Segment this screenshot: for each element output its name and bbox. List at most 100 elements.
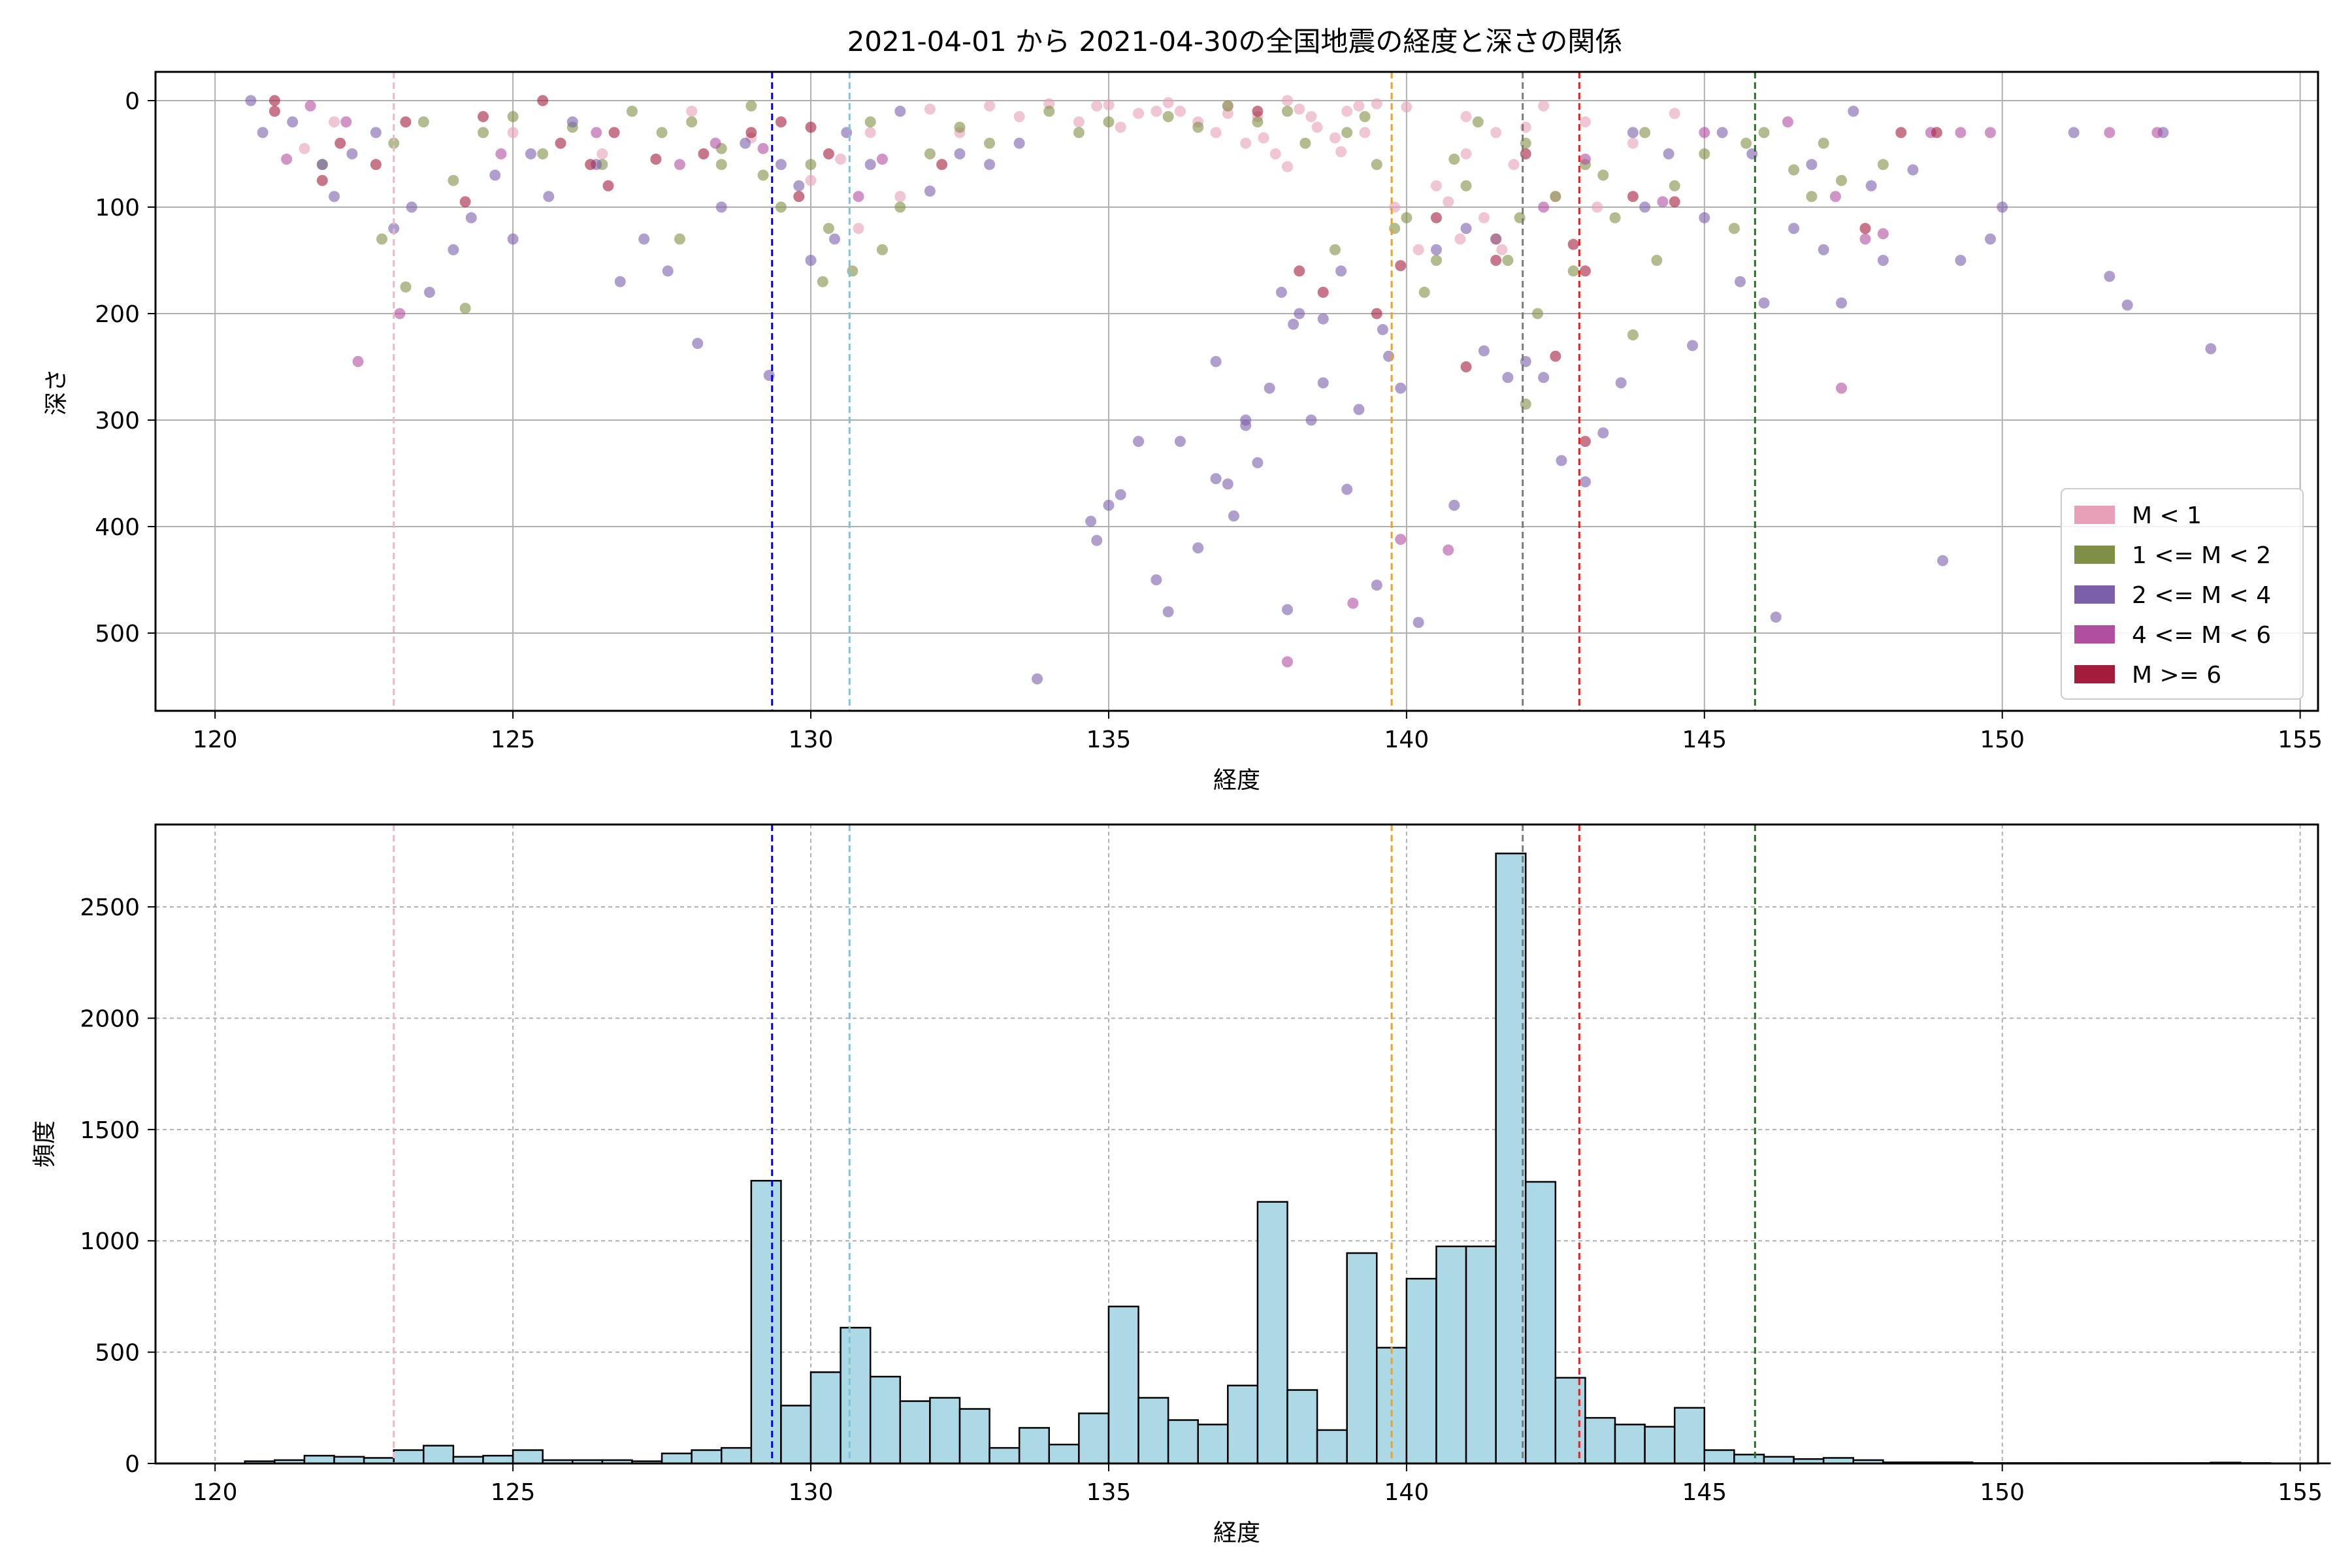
scatter-point [406, 201, 417, 213]
scatter-point [1699, 127, 1710, 139]
scatter-point [805, 159, 817, 171]
scatter-point [495, 148, 507, 160]
scatter-series-2 [245, 95, 2217, 685]
scatter-point [1538, 100, 1550, 112]
scatter-point [602, 180, 614, 191]
scatter-point [1818, 137, 1829, 149]
scatter-point [335, 137, 346, 149]
scatter-point [823, 223, 834, 235]
scatter-point [1133, 436, 1145, 448]
scatter-point [1282, 656, 1294, 668]
scatter-point [1282, 161, 1294, 172]
scatter-point [853, 223, 864, 235]
legend-swatch [2074, 585, 2115, 604]
scatter-point [1627, 329, 1639, 341]
scatter-point [984, 137, 996, 149]
histogram-bar [958, 1408, 990, 1465]
scatter-point [1448, 154, 1460, 165]
scatter-y-tick-label: 500 [95, 621, 140, 647]
scatter-point [674, 159, 685, 171]
scatter-point [1091, 534, 1103, 546]
scatter-point [1490, 127, 1502, 139]
histogram-y-tick-label: 500 [95, 1340, 140, 1367]
legend-swatch [2074, 506, 2115, 524]
scatter-point [1317, 286, 1329, 298]
histogram-bar [1703, 1449, 1735, 1465]
scatter-point [1353, 100, 1365, 112]
scatter-y-tick-label: 400 [95, 514, 140, 541]
scatter-point [465, 212, 477, 223]
scatter-point [1299, 137, 1311, 149]
histogram-bar [1435, 1245, 1467, 1465]
histogram-reference-lines [393, 825, 1756, 1463]
scatter-point [876, 154, 888, 165]
scatter-point [1907, 164, 1919, 176]
scatter-point [1162, 97, 1174, 108]
scatter-point [329, 116, 340, 128]
scatter-point [1294, 103, 1305, 115]
scatter-point [710, 137, 721, 149]
scatter-point [864, 116, 876, 128]
scatter-point [1997, 201, 2008, 213]
scatter-point [984, 100, 996, 112]
scatter-x-tick-label: 120 [193, 727, 238, 753]
legend-swatch [2074, 625, 2115, 644]
scatter-point [591, 127, 602, 139]
legend-label: M >= 6 [2132, 662, 2221, 689]
scatter-point [1550, 191, 1561, 203]
legend-label: M < 1 [2132, 502, 2202, 529]
scatter-point [686, 105, 698, 117]
scatter-point [1984, 233, 1996, 245]
scatter-point [614, 276, 626, 287]
histogram-bar [1465, 1245, 1497, 1465]
scatter-point [1538, 372, 1550, 384]
histogram-bar [423, 1445, 455, 1465]
histogram-bar [1495, 853, 1527, 1465]
scatter-point [835, 154, 847, 165]
scatter-point [2068, 127, 2080, 139]
scatter-x-tick-label: 140 [1384, 727, 1429, 753]
scatter-point [1418, 286, 1430, 298]
scatter-point [1151, 105, 1162, 117]
histogram-plot-frame [154, 823, 2319, 1465]
scatter-point [1597, 169, 1609, 181]
scatter-point [346, 148, 358, 160]
scatter-point [1508, 159, 1520, 171]
scatter-point [394, 308, 406, 319]
scatter-point [1103, 116, 1115, 128]
scatter-point [805, 255, 817, 267]
scatter-point [1115, 122, 1126, 133]
scatter-point [1240, 137, 1252, 149]
histogram-bars [244, 853, 2331, 1465]
histogram-y-ticks: 0 500 1000 1500 2000 2500 [80, 894, 155, 1478]
scatter-point [1657, 196, 1669, 208]
scatter-point [1460, 180, 1472, 191]
scatter-x-axis-label: 経度 [1213, 767, 1260, 794]
scatter-point [757, 169, 769, 181]
scatter-point [245, 95, 257, 106]
scatter-point [1639, 127, 1651, 139]
scatter-point [757, 142, 769, 154]
scatter-panel: 120 125 130 135 140 145 150 155 0 100 200 300 400 50… [43, 71, 2323, 794]
scatter-point [1669, 108, 1680, 120]
scatter-point [1347, 597, 1359, 609]
scatter-point [269, 105, 280, 117]
histogram-bar [750, 1179, 782, 1465]
scatter-point [1806, 159, 1818, 171]
scatter-point [954, 122, 966, 133]
scatter-point [1174, 436, 1186, 448]
scatter-point [257, 127, 269, 139]
scatter-point [1579, 116, 1591, 128]
scatter-point [585, 159, 596, 171]
scatter-point [316, 174, 328, 186]
histogram-x-ticks: 120 125 130 135 140 145 150 155 [193, 1463, 2323, 1506]
scatter-point [423, 286, 435, 298]
scatter-point [400, 281, 412, 293]
histogram-bar [899, 1400, 931, 1465]
scatter-point [1627, 127, 1639, 139]
scatter-point [1073, 127, 1085, 139]
scatter-point [954, 148, 966, 160]
histogram-bar [1227, 1384, 1259, 1465]
scatter-point [936, 159, 948, 171]
scatter-point [2104, 127, 2115, 139]
